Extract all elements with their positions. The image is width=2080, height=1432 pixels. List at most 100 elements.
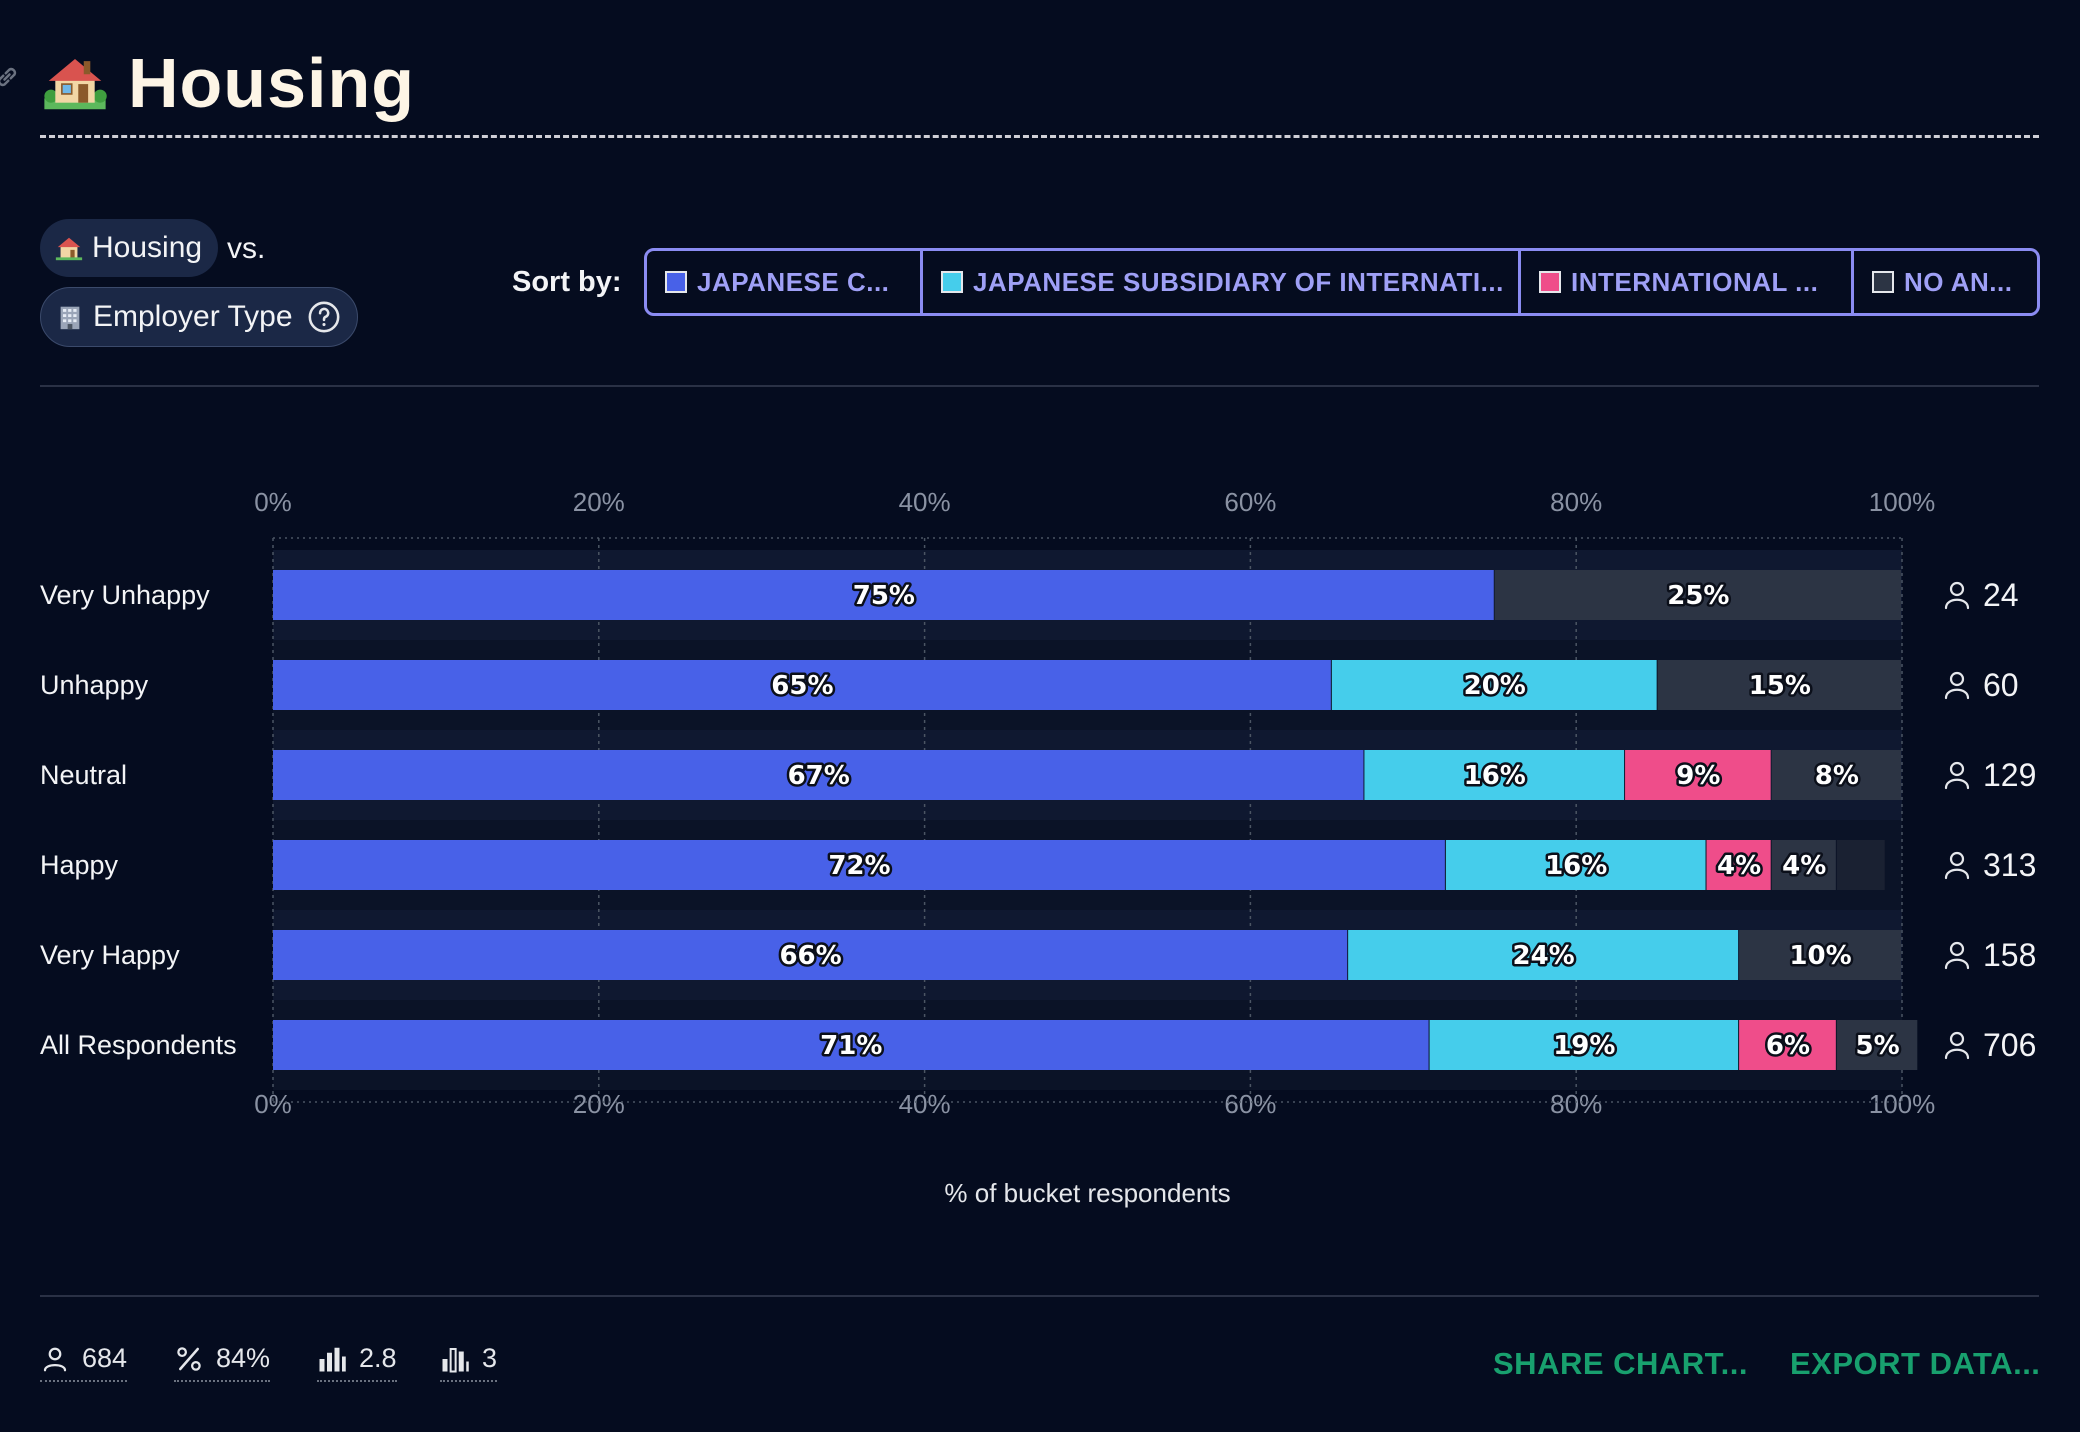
bar-segment	[1625, 750, 1771, 800]
section-divider	[40, 385, 2039, 387]
person-icon	[1949, 761, 1965, 777]
secondary-variable-pill[interactable]: Employer Type	[40, 287, 358, 347]
person-icon	[1949, 851, 1965, 867]
bar-segment	[273, 1020, 1429, 1070]
bar-value-label: 25%	[1667, 581, 1729, 611]
footer-stat-average[interactable]: 2.8	[317, 1343, 397, 1382]
bar-segment	[1364, 750, 1625, 800]
secondary-variable-label: Employer Type	[93, 300, 293, 333]
bar-value-label: 71%	[820, 1031, 882, 1061]
office-building-icon	[60, 306, 80, 330]
person-icon	[43, 1347, 67, 1371]
bar-value-label: 6%	[1766, 1031, 1810, 1061]
person-icon	[1944, 598, 1970, 610]
category-label: All Respondents	[40, 1030, 237, 1060]
sort-by-label: Sort by:	[512, 266, 622, 298]
primary-variable-pill[interactable]: Housing	[40, 219, 219, 277]
bar-segment	[1771, 840, 1836, 890]
x-tick-label-bottom: 40%	[899, 1089, 951, 1119]
bar-value-label: 9%	[1676, 761, 1720, 791]
respondent-count: 706	[1983, 1027, 2036, 1063]
vs-label: vs.	[227, 232, 266, 265]
page-header: Housing	[40, 38, 415, 128]
category-label: Very Happy	[40, 940, 180, 970]
footer-stat-value: 684	[82, 1343, 128, 1373]
bar-segment	[273, 840, 1445, 890]
bar-value-label: 75%	[853, 581, 915, 611]
bar-segment	[273, 570, 1494, 620]
footer-stat-median[interactable]: 3	[440, 1343, 498, 1382]
footer-stat-percent[interactable]: 84%	[174, 1343, 271, 1382]
percent-icon	[177, 1346, 201, 1371]
bar-value-label: 20%	[1464, 671, 1526, 701]
footer-divider	[40, 1295, 2039, 1297]
bar-value-label: 10%	[1789, 941, 1851, 971]
sort-button-label: INTERNATIONAL ...	[1571, 266, 1819, 297]
bar-chart-outline-icon	[442, 1347, 469, 1372]
bar-segment	[1836, 840, 1885, 890]
x-axis-label: % of bucket respondents	[944, 1178, 1230, 1208]
link-icon[interactable]	[0, 62, 22, 92]
bar-value-label: 65%	[771, 671, 833, 701]
bar-value-label: 16%	[1464, 761, 1526, 791]
house-icon	[55, 237, 83, 261]
bar-value-label: 19%	[1553, 1031, 1615, 1061]
category-label: Very Unhappy	[40, 580, 210, 610]
bar-value-label: 5%	[1855, 1031, 1899, 1061]
bar-value-label: 66%	[779, 941, 841, 971]
bar-value-label: 4%	[1717, 851, 1761, 881]
bar-segment	[1348, 930, 1739, 980]
respondent-count: 24	[1983, 577, 2019, 613]
page-title: Housing	[128, 44, 415, 122]
bar-segment	[1739, 1020, 1836, 1070]
sort-button-japanese-company[interactable]: JAPANESE C...	[647, 251, 923, 313]
bar-chart-icon	[319, 1347, 346, 1371]
respondent-count: 158	[1983, 937, 2036, 973]
sort-button-international[interactable]: INTERNATIONAL ...	[1521, 251, 1854, 313]
x-tick-label-top: 20%	[573, 487, 625, 517]
bar-segment	[1771, 750, 1901, 800]
x-tick-label-bottom: 20%	[573, 1089, 625, 1119]
bar-segment	[1494, 570, 1901, 620]
bar-segment	[1739, 930, 1901, 980]
sort-button-no-answer[interactable]: NO AN...	[1854, 251, 2037, 313]
export-data-button[interactable]: EXPORT DATA...	[1790, 1346, 2041, 1381]
series-swatch	[665, 271, 687, 293]
bar-segment	[1706, 840, 1771, 890]
title-divider	[40, 135, 2039, 138]
person-icon	[1949, 1031, 1965, 1047]
footer-stat-value: 84%	[216, 1343, 271, 1373]
bar-segment	[1331, 660, 1657, 710]
sort-button-label: JAPANESE C...	[697, 266, 890, 297]
primary-variable-label: Housing	[92, 231, 203, 264]
respondent-count: 313	[1983, 847, 2036, 883]
x-tick-label-top: 80%	[1550, 487, 1602, 517]
person-icon	[1949, 671, 1965, 687]
bar-value-label: 4%	[1782, 851, 1826, 881]
help-icon[interactable]	[307, 300, 341, 334]
bar-segment	[273, 750, 1364, 800]
x-tick-label-top: 0%	[254, 487, 292, 517]
category-label: Unhappy	[40, 670, 149, 700]
bar-segment	[273, 930, 1348, 980]
bar-value-label: 16%	[1545, 851, 1607, 881]
x-tick-label-top: 60%	[1224, 487, 1276, 517]
x-tick-label-bottom: 80%	[1550, 1089, 1602, 1119]
share-chart-button[interactable]: SHARE CHART...	[1493, 1346, 1749, 1381]
sort-button-label: JAPANESE SUBSIDIARY OF INTERNATI...	[973, 266, 1504, 297]
bar-value-label: 67%	[788, 761, 850, 791]
sort-button-japanese-subsidiary[interactable]: JAPANESE SUBSIDIARY OF INTERNATI...	[923, 251, 1521, 313]
person-icon	[1949, 581, 1965, 597]
bar-segment	[1429, 1020, 1739, 1070]
sort-button-label: NO AN...	[1904, 266, 2013, 297]
bar-value-label: 8%	[1815, 761, 1859, 791]
x-tick-label-bottom: 100%	[1869, 1089, 1936, 1119]
bar-value-label: 72%	[828, 851, 890, 881]
person-icon	[1944, 778, 1970, 790]
person-icon	[1944, 688, 1970, 700]
category-label: Happy	[40, 850, 119, 880]
series-swatch	[941, 271, 963, 293]
house-with-garden-icon	[44, 58, 107, 110]
bar-value-label: 24%	[1513, 941, 1575, 971]
footer-stat-respondents[interactable]: 684	[40, 1343, 128, 1382]
